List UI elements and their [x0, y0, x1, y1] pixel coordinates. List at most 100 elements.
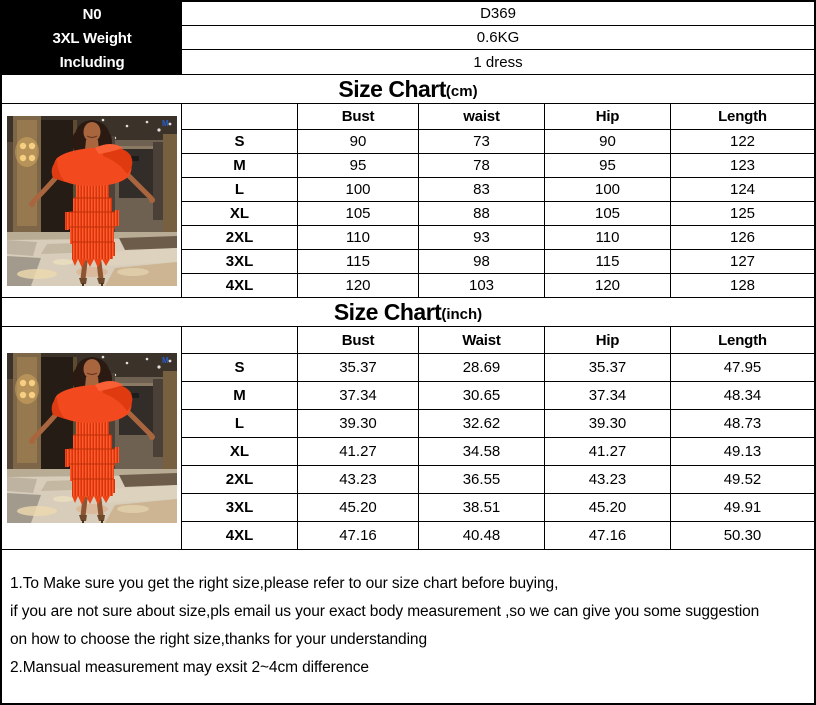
- note-line: 1.To Make sure you get the right size,pl…: [10, 575, 559, 592]
- cm-size-label: 2XL: [182, 226, 297, 250]
- inch-bust-value: 45.20: [297, 494, 418, 522]
- note-line: if you are not sure about size,pls email…: [10, 603, 760, 620]
- inch-col-header-size: [182, 327, 297, 354]
- info-value-cell: 0.6KG: [182, 26, 814, 50]
- dress-photo-illustration: M: [7, 116, 177, 286]
- info-value-cell: 1 dress: [473, 53, 523, 71]
- cm-bust-value: 115: [297, 250, 418, 274]
- cm-length-value: 128: [670, 274, 814, 298]
- inch-size-label: L: [182, 410, 297, 438]
- cm-size-label: S: [182, 130, 297, 154]
- size-chart-inch-table: Bust Waist Hip Length S 35.37 28.69 35.3…: [2, 327, 814, 550]
- cm-col-header-waist: waist: [418, 104, 544, 130]
- inch-bust-value: 35.37: [297, 354, 418, 382]
- inch-waist-value: 40.48: [418, 522, 544, 550]
- size-chart-cm-title: Size Chart: [338, 75, 446, 102]
- dress-photo-2-use: [7, 353, 177, 523]
- inch-waist-value: 38.51: [418, 494, 544, 522]
- cm-col-header-hip: Hip: [544, 104, 670, 130]
- cm-length-value: 124: [670, 178, 814, 202]
- product-photo-2: [2, 327, 182, 550]
- inch-bust-value: 43.23: [297, 466, 418, 494]
- inch-length-value: 49.91: [670, 494, 814, 522]
- size-chart-inch-title: Size Chart: [333, 298, 442, 325]
- note-line: on how to choose the right size,thanks f…: [10, 631, 427, 648]
- inch-col-header-waist: Waist: [418, 327, 544, 354]
- size-chart-cm-title-row: Size Chart (cm): [2, 75, 814, 104]
- cm-hip-value: 105: [544, 202, 670, 226]
- inch-size-label: S: [182, 354, 297, 382]
- inch-bust-value: 39.30: [297, 410, 418, 438]
- inch-bust-value: 37.34: [297, 382, 418, 410]
- cm-bust-value: 105: [297, 202, 418, 226]
- dress-photo-1-use: [7, 116, 177, 286]
- cm-length-value: 127: [670, 250, 814, 274]
- inch-size-label: 2XL: [182, 466, 297, 494]
- cm-length-value: 122: [670, 130, 814, 154]
- inch-length-value: 48.73: [670, 410, 814, 438]
- inch-hip-value: 37.34: [544, 382, 670, 410]
- inch-col-header-bust: Bust: [297, 327, 418, 354]
- size-chart-cm-unit: (cm): [445, 82, 478, 100]
- size-chart-inch-unit: (inch): [441, 305, 483, 323]
- info-value-cell: D369: [182, 2, 814, 26]
- cm-bust-value: 90: [297, 130, 418, 154]
- inch-length-value: 49.52: [670, 466, 814, 494]
- inch-waist-value: 28.69: [418, 354, 544, 382]
- cm-waist-value: 83: [418, 178, 544, 202]
- cm-length-value: 125: [670, 202, 814, 226]
- cm-waist-value: 93: [418, 226, 544, 250]
- cm-size-label: 4XL: [182, 274, 297, 298]
- cm-col-header-size: [182, 104, 297, 130]
- cm-bust-value: 95: [297, 154, 418, 178]
- inch-waist-value: 30.65: [418, 382, 544, 410]
- inch-size-label: 4XL: [182, 522, 297, 550]
- inch-bust-value: 41.27: [297, 438, 418, 466]
- inch-col-header-length: Length: [670, 327, 814, 354]
- cm-hip-value: 110: [544, 226, 670, 250]
- inch-length-value: 49.13: [670, 438, 814, 466]
- info-label-cell: N0: [2, 2, 182, 26]
- cm-waist-value: 78: [418, 154, 544, 178]
- inch-hip-value: 35.37: [544, 354, 670, 382]
- inch-length-value: 48.34: [670, 382, 814, 410]
- inch-hip-value: 39.30: [544, 410, 670, 438]
- inch-hip-value: 45.20: [544, 494, 670, 522]
- cm-hip-value: 100: [544, 178, 670, 202]
- sizing-notes: 1.To Make sure you get the right size,pl…: [2, 550, 814, 703]
- cm-bust-value: 110: [297, 226, 418, 250]
- cm-bust-value: 100: [297, 178, 418, 202]
- inch-size-label: 3XL: [182, 494, 297, 522]
- cm-waist-value: 73: [418, 130, 544, 154]
- inch-waist-value: 36.55: [418, 466, 544, 494]
- cm-col-header-bust: Bust: [297, 104, 418, 130]
- inch-length-value: 47.95: [670, 354, 814, 382]
- product-info-table: N0 D369 3XL Weight 0.6KG Including 1 dre…: [2, 2, 814, 75]
- cm-length-value: 126: [670, 226, 814, 250]
- cm-waist-value: 98: [418, 250, 544, 274]
- cm-length-value: 123: [670, 154, 814, 178]
- dress-photo-illustration: [7, 353, 177, 523]
- info-label-cell: Including: [2, 50, 182, 74]
- size-chart-cm-table: M Bust waist Hip Length S 90 73 90 122 M…: [2, 104, 814, 298]
- cm-hip-value: 115: [544, 250, 670, 274]
- inch-size-label: M: [182, 382, 297, 410]
- cm-size-label: L: [182, 178, 297, 202]
- cm-size-label: 3XL: [182, 250, 297, 274]
- size-chart-inch-title-row: Size Chart (inch): [2, 298, 814, 327]
- cm-col-header-length: Length: [670, 104, 814, 130]
- cm-hip-value: 120: [544, 274, 670, 298]
- inch-hip-value: 47.16: [544, 522, 670, 550]
- inch-hip-value: 43.23: [544, 466, 670, 494]
- cm-size-label: M: [182, 154, 297, 178]
- cm-hip-value: 90: [544, 130, 670, 154]
- cm-size-label: XL: [182, 202, 297, 226]
- inch-bust-value: 47.16: [297, 522, 418, 550]
- inch-hip-value: 41.27: [544, 438, 670, 466]
- cm-hip-value: 95: [544, 154, 670, 178]
- inch-length-value: 50.30: [670, 522, 814, 550]
- inch-size-label: XL: [182, 438, 297, 466]
- cm-waist-value: 103: [418, 274, 544, 298]
- cm-waist-value: 88: [418, 202, 544, 226]
